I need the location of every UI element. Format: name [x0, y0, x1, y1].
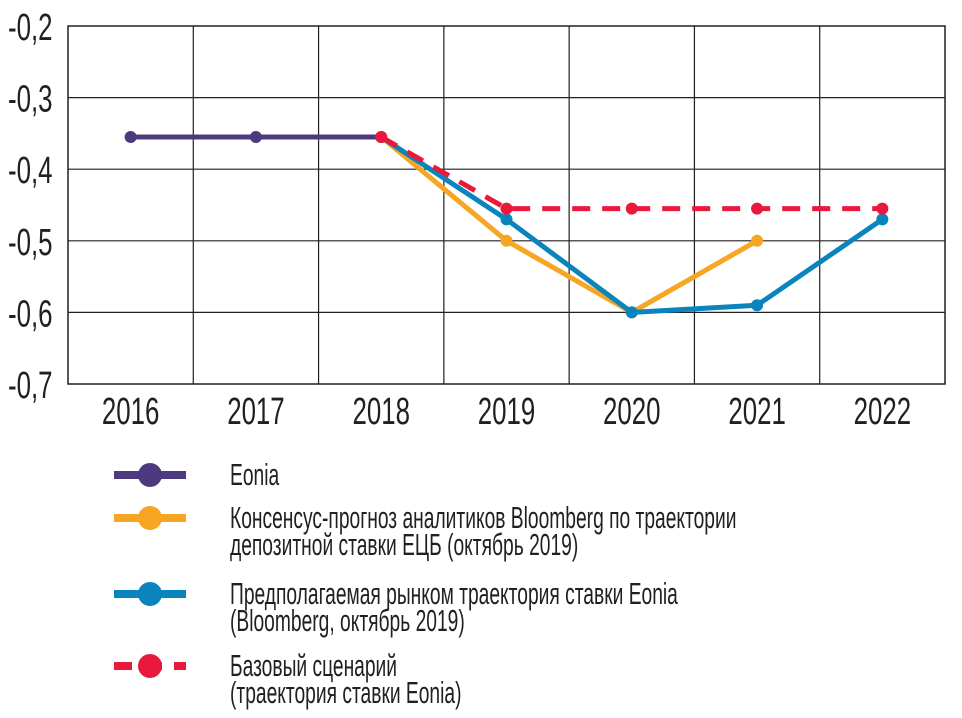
data-point — [500, 202, 513, 215]
legend-label-consensus-line2: депозитной ставки ЕЦБ (октябрь 2019) — [230, 527, 579, 562]
legend-label-market-line1: Предполагаемая рынком траектория ставки … — [230, 576, 678, 611]
legend-label-consensus-line1: Консенсус-прогноз аналитиков Bloomberg п… — [230, 500, 737, 535]
legend-dot — [138, 654, 162, 678]
y-tick-label: -0,5 — [8, 221, 53, 263]
data-point — [876, 213, 889, 226]
y-axis: -0,2 -0,3 -0,4 -0,5 -0,6 -0,7 — [8, 6, 53, 406]
x-tick-label: 2017 — [227, 390, 284, 432]
data-point — [500, 234, 513, 247]
grid — [67, 25, 946, 385]
legend-dot — [138, 506, 162, 530]
y-tick-label: -0,2 — [8, 6, 53, 48]
data-point — [625, 202, 638, 215]
x-tick-label: 2020 — [603, 390, 660, 432]
data-point — [751, 202, 764, 215]
legend-marker-base — [114, 654, 186, 678]
legend-marker-market — [114, 582, 186, 606]
legend-dot — [138, 463, 162, 487]
legend-marker-eonia — [114, 463, 186, 487]
x-axis: 2016 2017 2018 2019 2020 2021 2022 — [102, 390, 911, 432]
x-tick-label: 2018 — [352, 390, 409, 432]
x-tick-label: 2016 — [102, 390, 159, 432]
legend-label-base-line1: Базовый сценарий — [230, 648, 398, 683]
y-tick-label: -0,7 — [8, 364, 53, 406]
data-point — [124, 130, 137, 143]
y-tick-label: -0,3 — [8, 78, 53, 120]
series-layer — [124, 130, 889, 319]
data-point — [500, 213, 513, 226]
data-point — [876, 202, 889, 215]
legend-label-eonia: Eonia — [230, 457, 280, 492]
legend-label-base-line2: (траектория ставки Eonia) — [230, 675, 462, 710]
x-tick-label: 2019 — [478, 390, 535, 432]
legend-label-market-line2: (Bloomberg, октябрь 2019) — [230, 603, 465, 638]
data-point — [625, 306, 638, 319]
series-line-3 — [379, 134, 883, 212]
series-line-1 — [379, 135, 759, 315]
legend-marker-consensus — [114, 506, 186, 530]
x-tick-label: 2022 — [854, 390, 911, 432]
data-point — [751, 299, 764, 312]
x-tick-label: 2021 — [728, 390, 785, 432]
line-chart: -0,2-0,3-0,4-0,5-0,6-0,7 2016 2017 2018 201… — [8, 6, 946, 432]
y-tick-label: -0,6 — [8, 292, 53, 334]
data-point — [375, 130, 388, 143]
data-point — [751, 234, 764, 247]
y-tick-label: -0,4 — [8, 149, 53, 191]
data-point — [249, 130, 262, 143]
legend-dot — [138, 582, 162, 606]
